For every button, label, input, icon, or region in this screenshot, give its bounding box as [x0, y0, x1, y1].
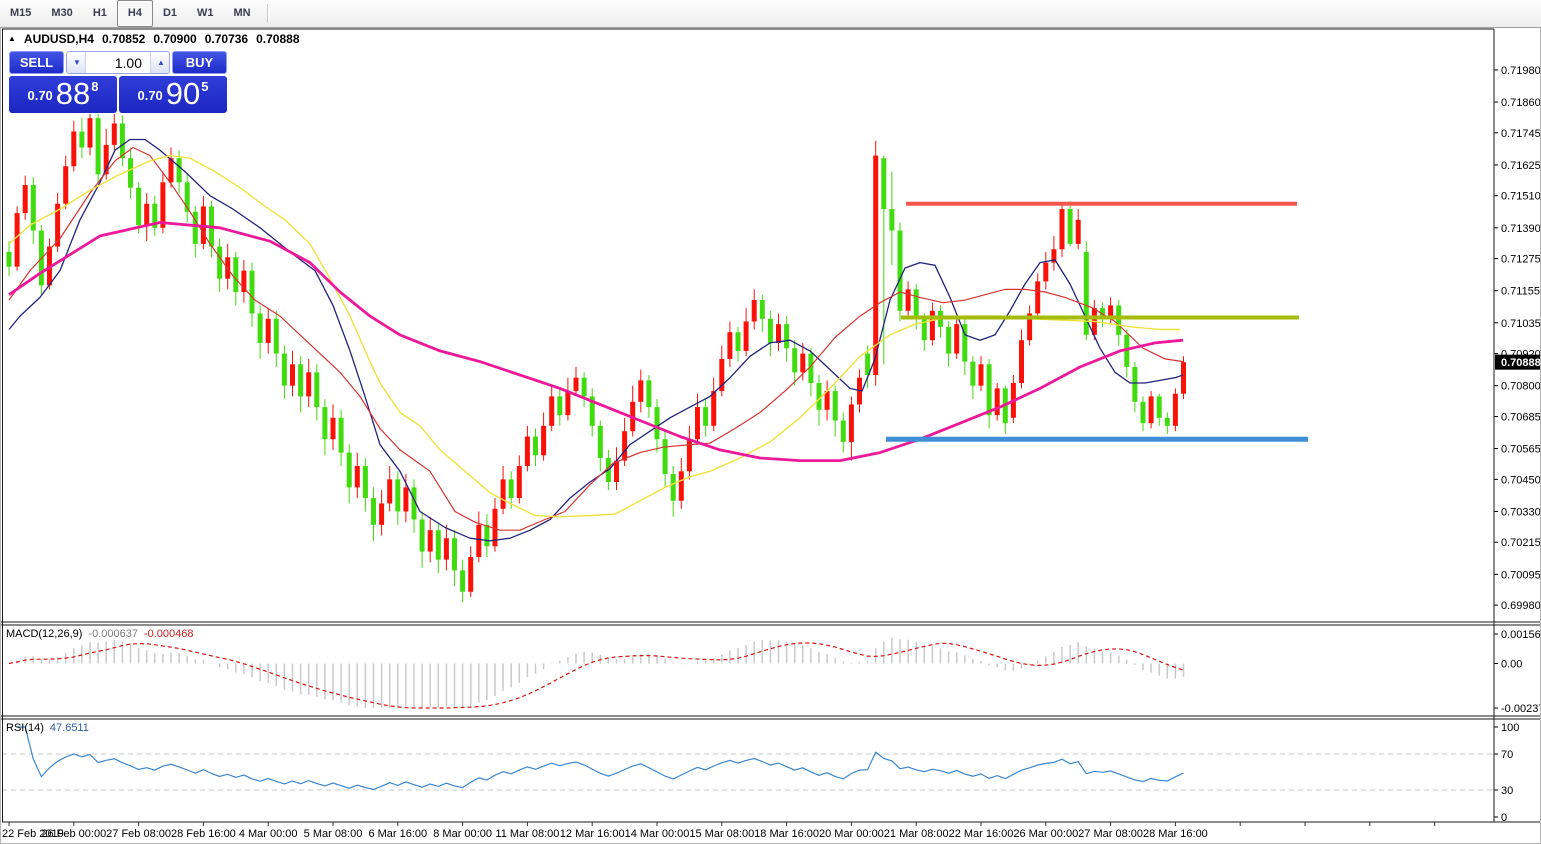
rsi-axis-label: 70: [1501, 749, 1513, 761]
ohlc-high: 0.70900: [153, 32, 197, 46]
macd-axis-label: 0.001568: [1501, 629, 1541, 641]
sell-price-main: 88: [55, 76, 91, 111]
ohlc-close: 0.70888: [256, 32, 300, 46]
ohlc-open: 0.70852: [101, 32, 146, 46]
symbol-label: AUDUSD,H4: [23, 32, 94, 46]
tab-w1[interactable]: W1: [197, 7, 214, 19]
volume-increase-button[interactable]: ▲: [150, 52, 169, 73]
svg-text:12 Mar 16:00: 12 Mar 16:00: [560, 828, 625, 840]
svg-text:20 Mar 00:00: 20 Mar 00:00: [819, 828, 884, 840]
sell-price[interactable]: 0.70 88 8: [9, 76, 117, 113]
rsi-value: 47.6511: [49, 722, 89, 734]
candles-layer: [6, 110, 1186, 603]
macd-axis-label: -0.002371: [1501, 703, 1541, 715]
svg-text:0.71510: 0.71510: [1501, 191, 1541, 203]
svg-text:0.69980: 0.69980: [1501, 600, 1541, 612]
svg-text:21 Mar 08:00: 21 Mar 08:00: [884, 828, 949, 840]
svg-text:26 Feb 00:00: 26 Feb 00:00: [41, 828, 106, 840]
tab-h4[interactable]: H4: [116, 0, 153, 27]
buy-price-prefix: 0.70: [137, 88, 163, 103]
svg-text:0.71155: 0.71155: [1501, 286, 1540, 298]
buy-price[interactable]: 0.70 90 5: [119, 76, 227, 113]
svg-text:0.71035: 0.71035: [1501, 318, 1541, 330]
volume-input[interactable]: [86, 52, 150, 73]
sell-price-prefix: 0.70: [27, 88, 53, 103]
buy-button[interactable]: BUY: [172, 51, 227, 74]
toolbar-separator: [266, 4, 268, 23]
rsi-name: RSI(14): [6, 722, 44, 734]
svg-text:11 Mar 08:00: 11 Mar 08:00: [495, 828, 559, 840]
chevron-down-icon: ▼: [73, 57, 81, 67]
buy-price-pip: 5: [201, 79, 209, 94]
svg-text:0.70095: 0.70095: [1501, 569, 1541, 581]
svg-text:22 Feb 2019: 22 Feb 2019: [2, 828, 64, 840]
macd-indicator-label: MACD(12,26,9) -0.000637 -0.000468: [6, 628, 194, 640]
volume-stepper: ▼ ▲: [66, 51, 170, 74]
ma-mid-red: [8, 146, 1184, 531]
svg-text:14 Mar 00:00: 14 Mar 00:00: [625, 828, 690, 840]
svg-text:28 Mar 16:00: 28 Mar 16:00: [1143, 828, 1208, 840]
svg-text:22 Mar 16:00: 22 Mar 16:00: [949, 828, 1014, 840]
tab-mn[interactable]: MN: [233, 7, 251, 19]
one-click-trading-panel: SELL ▼ ▲ BUY 0.70 88 8 0.70 90 5: [8, 50, 228, 114]
macd-panel[interactable]: [2, 625, 1494, 716]
svg-text:0.71745: 0.71745: [1501, 128, 1541, 140]
macd-name: MACD(12,26,9): [6, 628, 83, 640]
ma-trend-magenta: [8, 221, 1184, 463]
ma-fast-navy: [8, 138, 1184, 542]
macd-axis-label: 0.00: [1501, 659, 1522, 671]
symbol-ohlc-line: ▲ AUDUSD,H4 0.70852 0.70900 0.70736 0.70…: [8, 32, 300, 46]
current-price-tag: [1495, 354, 1540, 370]
svg-text:0.71275: 0.71275: [1501, 254, 1541, 266]
svg-text:0.70330: 0.70330: [1501, 506, 1541, 518]
svg-text:26 Mar 00:00: 26 Mar 00:00: [1013, 828, 1078, 840]
rsi-axis-label: 30: [1501, 785, 1513, 797]
svg-text:0.70565: 0.70565: [1501, 444, 1541, 456]
macd-main-value: -0.000637: [88, 628, 138, 640]
svg-text:0.70800: 0.70800: [1501, 381, 1541, 393]
svg-text:8 Mar 00:00: 8 Mar 00:00: [433, 828, 492, 840]
chart-shift-icon: ▲: [8, 34, 16, 43]
time-axis[interactable]: [2, 822, 1541, 844]
svg-text:6 Mar 16:00: 6 Mar 16:00: [368, 828, 427, 840]
sell-price-pip: 8: [91, 79, 99, 94]
svg-text:27 Mar 08:00: 27 Mar 08:00: [1078, 828, 1143, 840]
rsi-line: [17, 726, 1184, 791]
buy-price-main: 90: [165, 76, 201, 111]
tab-m30[interactable]: M30: [51, 7, 73, 19]
price-axis-labels: 0.71980 0.71860 0.71745 0.71625 0.71510 0.713…: [1494, 65, 1541, 612]
timeframe-tabbar: M15 M30 H1 H4 D1 W1 MN: [0, 0, 1541, 28]
volume-decrease-button[interactable]: ▼: [67, 52, 86, 73]
svg-text:0.70685: 0.70685: [1501, 411, 1541, 423]
svg-text:15 Mar 08:00: 15 Mar 08:00: [689, 828, 754, 840]
svg-text:0.71390: 0.71390: [1501, 223, 1541, 235]
svg-text:5 Mar 08:00: 5 Mar 08:00: [304, 828, 363, 840]
svg-text:27 Feb 08:00: 27 Feb 08:00: [106, 828, 171, 840]
price-axis[interactable]: [1494, 29, 1541, 822]
svg-text:0.70450: 0.70450: [1501, 474, 1541, 486]
svg-text:0.71625: 0.71625: [1501, 160, 1541, 172]
macd-signal-value: -0.000468: [143, 628, 194, 640]
tab-m15[interactable]: M15: [10, 7, 32, 19]
svg-text:0.70215: 0.70215: [1501, 537, 1541, 549]
rsi-axis-label: 100: [1501, 722, 1519, 734]
rsi-axis-label: 0: [1501, 812, 1507, 824]
svg-text:28 Feb 16:00: 28 Feb 16:00: [171, 828, 236, 840]
sell-button[interactable]: SELL: [9, 51, 64, 74]
macd-signal-line: [8, 642, 1184, 709]
current-price-value: 0.70888: [1501, 357, 1541, 369]
svg-text:0.71980: 0.71980: [1501, 65, 1541, 77]
ohlc-low: 0.70736: [204, 32, 249, 46]
chevron-up-icon: ▲: [157, 57, 165, 67]
svg-text:18 Mar 16:00: 18 Mar 16:00: [754, 828, 819, 840]
tab-d1[interactable]: D1: [162, 7, 177, 19]
svg-text:4 Mar 00:00: 4 Mar 00:00: [239, 828, 298, 840]
rsi-indicator-label: RSI(14) 47.6511: [6, 722, 89, 734]
tab-h1[interactable]: H1: [92, 7, 107, 19]
svg-text:0.71860: 0.71860: [1501, 97, 1541, 109]
rsi-panel[interactable]: [2, 719, 1494, 822]
